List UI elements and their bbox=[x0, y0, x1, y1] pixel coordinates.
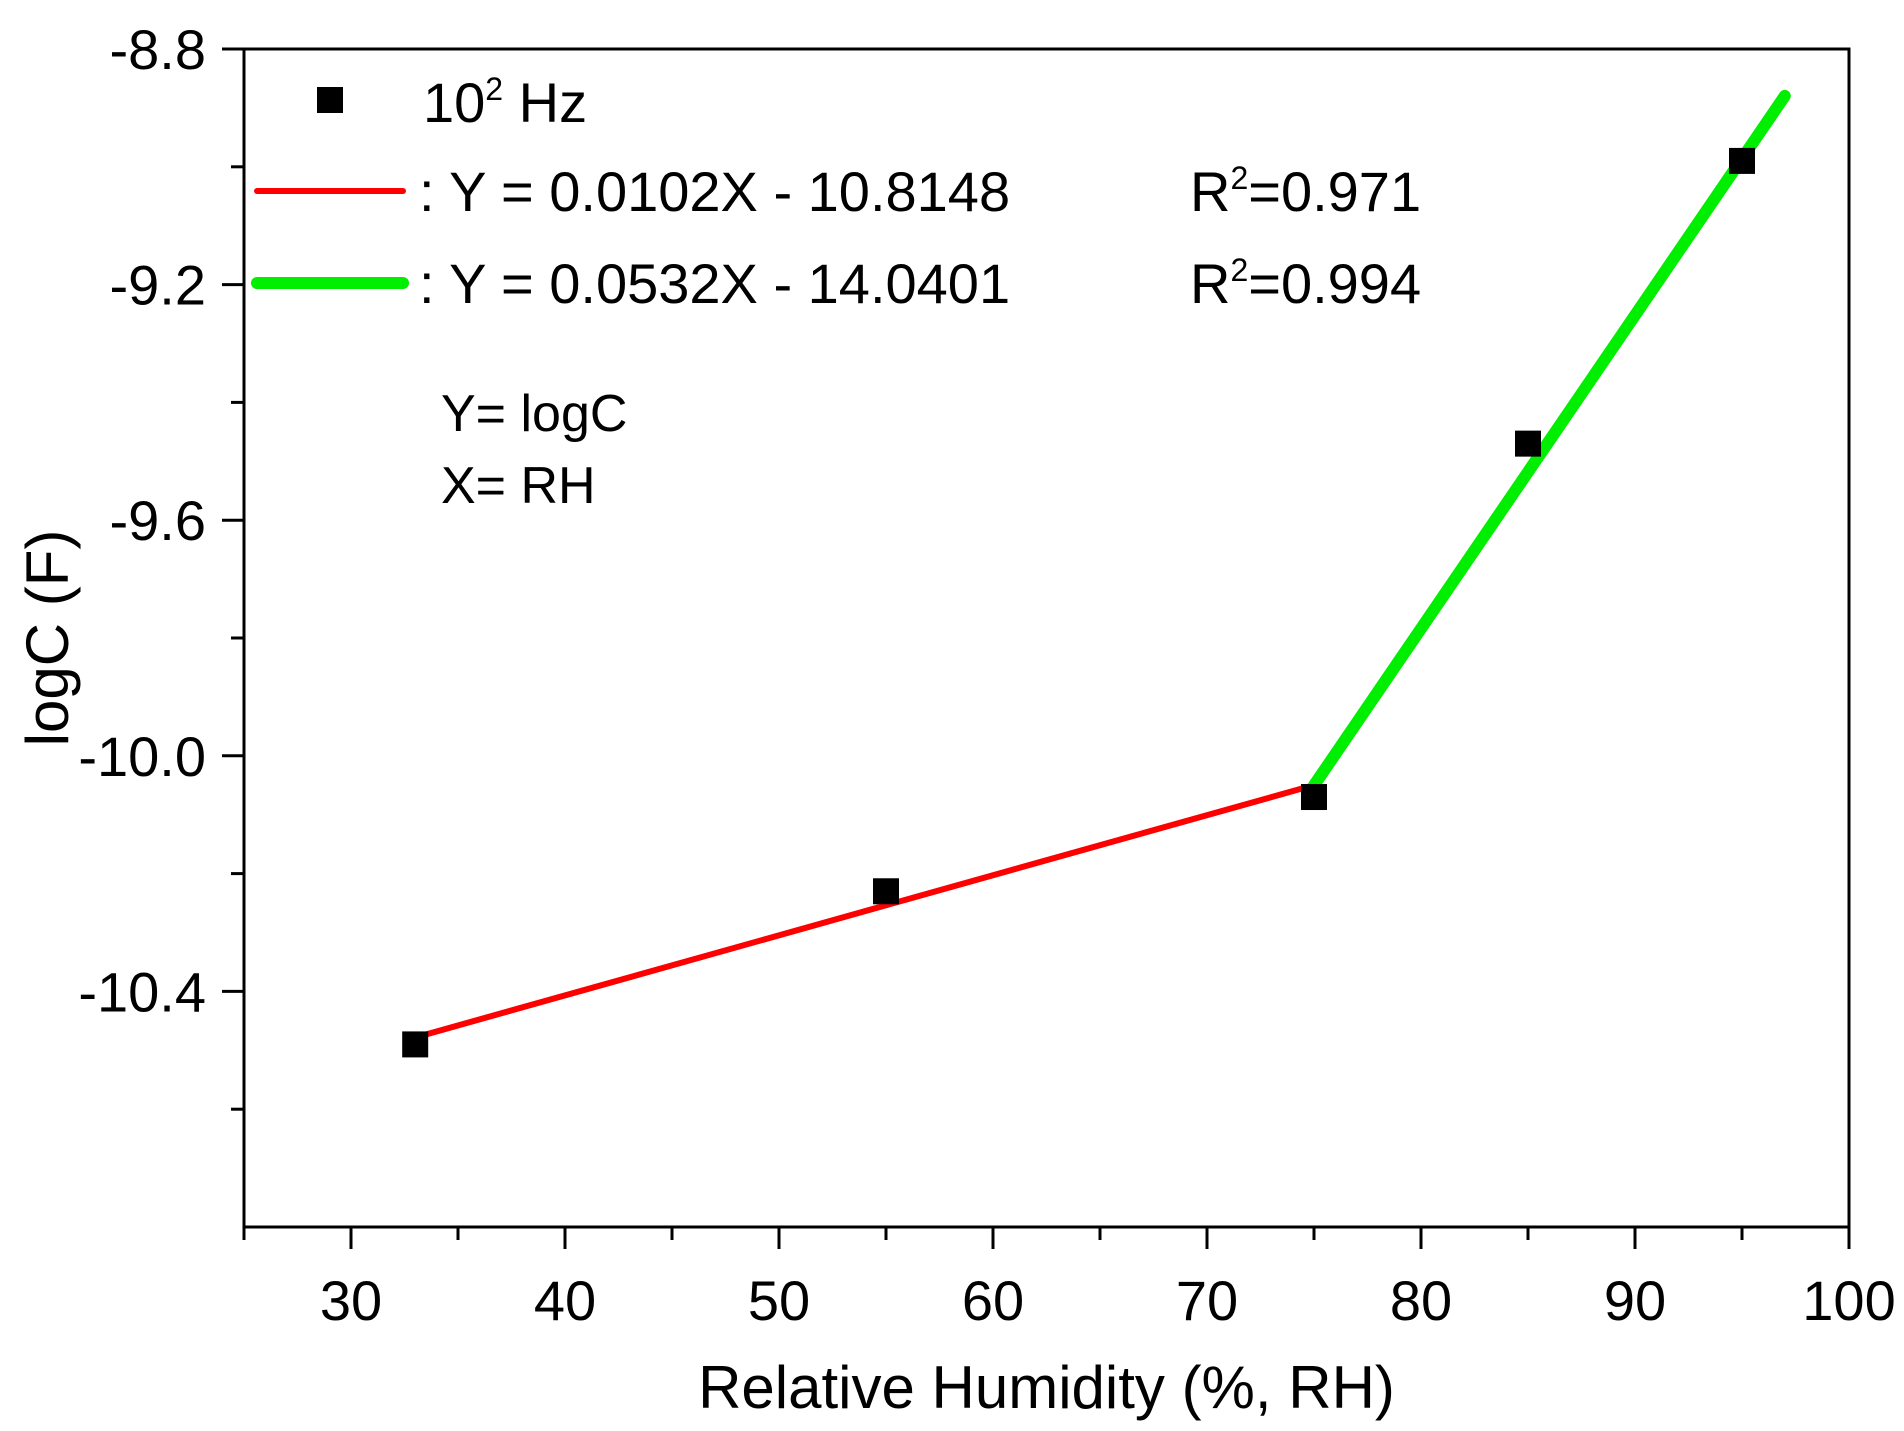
data-point-marker bbox=[1301, 784, 1327, 811]
data-point-marker bbox=[1515, 430, 1541, 457]
x-tick-label: 60 bbox=[962, 1269, 1024, 1332]
y-tick-label: -10.4 bbox=[78, 960, 206, 1023]
x-tick-label: 50 bbox=[748, 1269, 810, 1332]
x-tick-label: 80 bbox=[1390, 1269, 1452, 1332]
legend-red-fit-equation: : Y = 0.0102X - 10.8148 bbox=[419, 160, 1010, 223]
x-tick-label: 30 bbox=[320, 1269, 382, 1332]
legend-green-fit-r2-value: =0.994 bbox=[1248, 252, 1421, 315]
annotation-x-definition: X= RH bbox=[441, 457, 596, 515]
x-tick-label: 40 bbox=[534, 1269, 596, 1332]
fit-lines bbox=[412, 89, 1791, 1041]
y-tick-label: -10.0 bbox=[78, 725, 206, 788]
legend-series-name: 10 bbox=[423, 71, 485, 134]
legend-red-fit-r2-prefix: R bbox=[1190, 160, 1230, 223]
y-tick-label: -9.2 bbox=[110, 254, 207, 317]
data-markers bbox=[402, 147, 1755, 1058]
y-axis-title: logC (F) bbox=[14, 530, 81, 747]
plot-frame bbox=[242, 47, 1851, 1229]
axis-ticks bbox=[222, 47, 1851, 1249]
green-fit-line bbox=[1308, 89, 1791, 792]
x-tick-label: 70 bbox=[1176, 1269, 1238, 1332]
legend-series-label: 102 Hz bbox=[423, 71, 587, 134]
axis-tick-labels: 30 40 50 60 70 80 90 100 -8.8 -9.2 -9.6 -10.0 -10.4 bbox=[78, 18, 1895, 1332]
legend: 102 Hz : Y = 0.0102X - 10.8148 R2=0.971 … bbox=[251, 71, 1421, 315]
data-point-marker bbox=[1729, 147, 1755, 174]
legend-red-fit-r2-sup: 2 bbox=[1230, 160, 1248, 196]
legend-series-sup: 2 bbox=[485, 71, 503, 107]
legend-green-fit-r2-prefix: R bbox=[1190, 252, 1230, 315]
x-tick-label: 90 bbox=[1604, 1269, 1666, 1332]
legend-series-suffix: Hz bbox=[503, 71, 587, 134]
legend-marker-square bbox=[317, 87, 343, 113]
x-axis-title: Relative Humidity (%, RH) bbox=[698, 1354, 1395, 1421]
legend-green-fit-r2: R2=0.994 bbox=[1190, 252, 1421, 315]
annotation-y-definition: Y= logC bbox=[441, 385, 627, 443]
y-tick-label: -8.8 bbox=[110, 18, 207, 81]
legend-red-fit-r2-value: =0.971 bbox=[1248, 160, 1421, 223]
data-point-marker bbox=[402, 1031, 429, 1058]
legend-green-fit-r2-sup: 2 bbox=[1230, 252, 1248, 288]
red-fit-line bbox=[412, 782, 1317, 1041]
x-tick-label: 100 bbox=[1802, 1269, 1895, 1332]
data-point-marker bbox=[873, 878, 899, 905]
y-tick-label: -9.6 bbox=[110, 489, 207, 552]
legend-red-fit-r2: R2=0.971 bbox=[1190, 160, 1421, 223]
legend-green-fit-equation: : Y = 0.0532X - 14.0401 bbox=[419, 252, 1010, 315]
